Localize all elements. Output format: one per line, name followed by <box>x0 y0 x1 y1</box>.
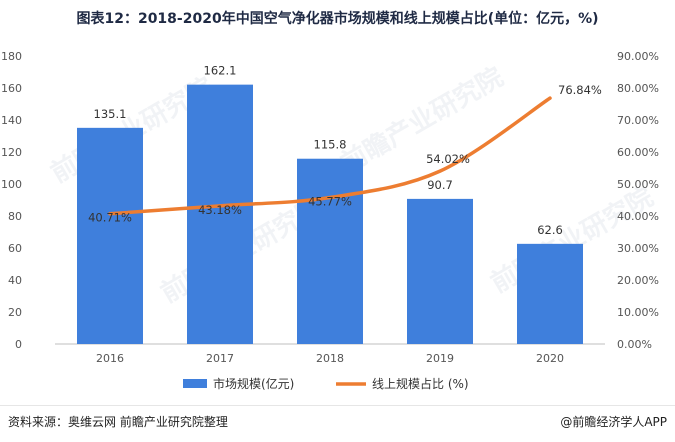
legend-label-line: 线上规模占比 (%) <box>372 376 469 391</box>
y-tick-left: 60 <box>8 242 22 255</box>
bar-value-label: 90.7 <box>427 178 453 192</box>
y-tick-left: 160 <box>1 82 22 95</box>
bar <box>297 158 363 344</box>
bar-value-label: 62.6 <box>537 223 563 237</box>
y-tick-right: 50.00% <box>617 178 659 191</box>
x-tick-label: 2019 <box>426 352 454 365</box>
source-note: 资料来源：奥维云网 前瞻产业研究院整理 <box>8 415 228 429</box>
y-tick-right: 0.00% <box>617 338 652 351</box>
chart-title: 图表12：2018-2020年中国空气净化器市场规模和线上规模占比(单位：亿元，… <box>76 11 599 27</box>
bar <box>77 127 143 344</box>
y-tick-left: 100 <box>1 178 22 191</box>
line-value-label: 40.71% <box>88 211 132 225</box>
y-tick-right: 30.00% <box>617 242 659 255</box>
y-tick-left: 40 <box>8 274 22 287</box>
bar-value-label: 135.1 <box>94 107 127 121</box>
y-tick-left: 140 <box>1 114 22 127</box>
x-tick-label: 2018 <box>316 352 344 365</box>
y-tick-right: 10.00% <box>617 306 659 319</box>
brand-credit: @前瞻经济学人APP <box>560 415 667 429</box>
y-tick-right: 90.00% <box>617 50 659 63</box>
x-tick-label: 2016 <box>96 352 124 365</box>
y-tick-left: 20 <box>8 306 22 319</box>
bar <box>187 84 253 344</box>
y-tick-left: 80 <box>8 210 22 223</box>
bar <box>517 243 583 344</box>
line-value-label: 54.02% <box>426 152 470 166</box>
y-tick-left: 180 <box>1 50 22 63</box>
line-value-label: 76.84% <box>558 83 602 97</box>
bar-value-label: 162.1 <box>204 64 237 78</box>
bar-value-label: 115.8 <box>314 138 347 152</box>
x-tick-label: 2020 <box>536 352 564 365</box>
bar <box>407 198 473 344</box>
y-tick-left: 0 <box>15 338 22 351</box>
line-value-label: 43.18% <box>198 203 242 217</box>
line-value-label: 45.77% <box>308 195 352 209</box>
y-tick-right: 40.00% <box>617 210 659 223</box>
y-tick-left: 120 <box>1 146 22 159</box>
x-tick-label: 2017 <box>206 352 234 365</box>
line-series <box>108 96 552 216</box>
legend-label-bar: 市场规模(亿元) <box>213 376 294 391</box>
y-tick-right: 20.00% <box>617 274 659 287</box>
y-tick-right: 80.00% <box>617 82 659 95</box>
y-tick-right: 70.00% <box>617 114 659 127</box>
footer-divider <box>0 405 675 406</box>
y-tick-right: 60.00% <box>617 146 659 159</box>
legend-swatch-bar <box>183 379 207 388</box>
